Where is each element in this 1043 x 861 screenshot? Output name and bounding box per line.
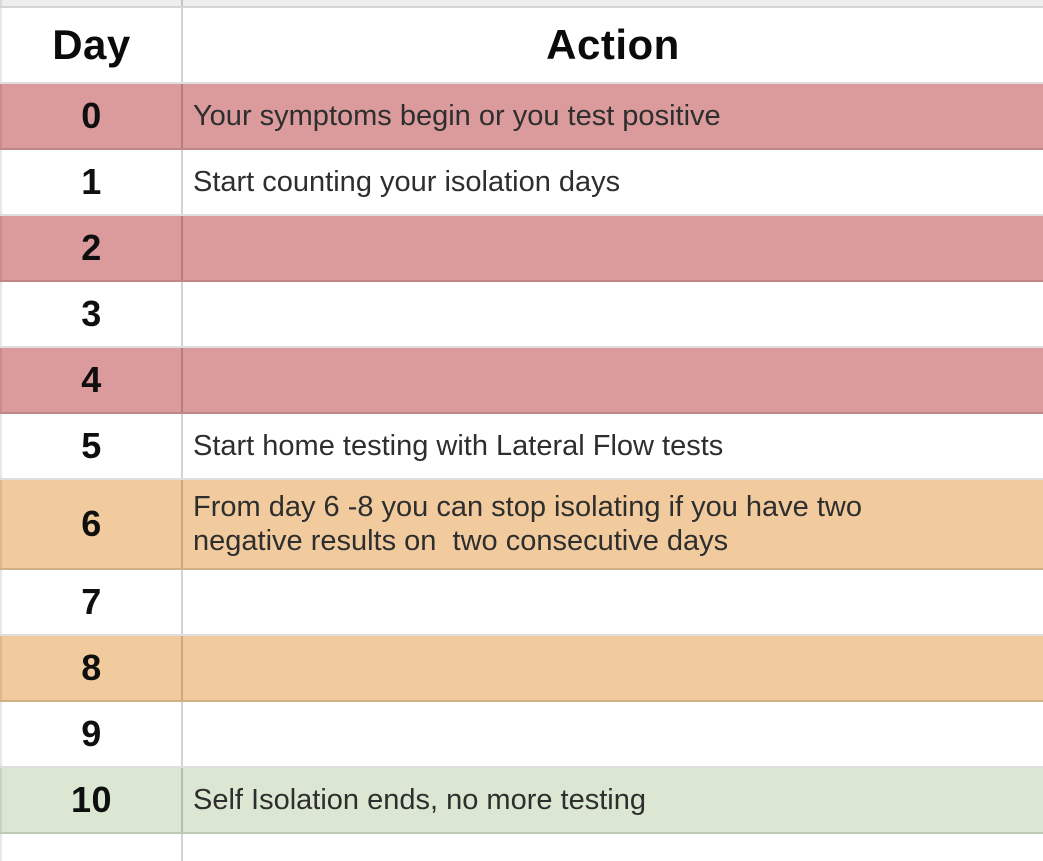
table-body: 0 Your symptoms begin or you test positi… xyxy=(0,84,1043,834)
table-row: 8 xyxy=(0,636,1043,702)
action-cell xyxy=(183,702,1043,766)
day-number: 2 xyxy=(81,227,102,268)
day-cell: 3 xyxy=(0,282,183,346)
action-cell xyxy=(183,216,1043,280)
action-text: From day 6 -8 you can stop isolating if … xyxy=(193,491,862,557)
day-number: 10 xyxy=(70,779,113,820)
day-number: 0 xyxy=(81,95,102,136)
table-row: 5 Start home testing with Lateral Flow t… xyxy=(0,414,1043,480)
day-column-header-label: Day xyxy=(52,21,131,68)
action-cell: Start counting your isolation days xyxy=(183,150,1043,214)
table-row: 6 From day 6 -8 you can stop isolating i… xyxy=(0,480,1043,570)
action-column-header: Action xyxy=(183,8,1043,82)
day-number: 5 xyxy=(81,425,102,466)
action-column-header-label: Action xyxy=(546,21,680,68)
action-cell xyxy=(183,282,1043,346)
day-cell: 8 xyxy=(0,636,183,700)
action-cell xyxy=(183,636,1043,700)
table-row: 7 xyxy=(0,570,1043,636)
day-cell: 2 xyxy=(0,216,183,280)
table-row: 4 xyxy=(0,348,1043,414)
action-cell: Start home testing with Lateral Flow tes… xyxy=(183,414,1043,478)
day-number: 8 xyxy=(81,647,102,688)
table-row: 10 Self Isolation ends, no more testing xyxy=(0,768,1043,834)
day-column-header: Day xyxy=(0,8,183,82)
day-number: 9 xyxy=(81,713,102,754)
clipped-action-cell xyxy=(183,0,1043,6)
action-cell xyxy=(183,348,1043,412)
day-number: 3 xyxy=(81,293,102,334)
day-cell: 0 xyxy=(0,84,183,148)
table-header-row: Day Action xyxy=(0,8,1043,84)
table-row: 0 Your symptoms begin or you test positi… xyxy=(0,84,1043,150)
day-cell: 6 xyxy=(0,480,183,568)
action-text: Self Isolation ends, no more testing xyxy=(193,784,646,816)
day-number: 1 xyxy=(81,161,102,202)
clipped-day-cell xyxy=(0,834,183,861)
clipped-day-cell xyxy=(0,0,183,6)
day-cell: 5 xyxy=(0,414,183,478)
action-text: Start counting your isolation days xyxy=(193,166,621,198)
clipped-row-below xyxy=(0,834,1043,861)
table-row: 2 xyxy=(0,216,1043,282)
day-cell: 7 xyxy=(0,570,183,634)
day-cell: 4 xyxy=(0,348,183,412)
day-number: 7 xyxy=(81,581,102,622)
day-cell: 1 xyxy=(0,150,183,214)
day-number: 4 xyxy=(81,359,102,400)
day-cell: 9 xyxy=(0,702,183,766)
action-text: Start home testing with Lateral Flow tes… xyxy=(193,430,724,462)
table-row: 1 Start counting your isolation days xyxy=(0,150,1043,216)
day-number: 6 xyxy=(81,503,102,544)
action-cell: Self Isolation ends, no more testing xyxy=(183,768,1043,832)
table-row: 3 xyxy=(0,282,1043,348)
day-cell: 10 xyxy=(0,768,183,832)
action-cell xyxy=(183,570,1043,634)
clipped-action-cell xyxy=(183,834,1043,861)
action-text: Your symptoms begin or you test positive xyxy=(193,100,721,132)
action-cell: From day 6 -8 you can stop isolating if … xyxy=(183,480,1043,568)
clipped-row-above xyxy=(0,0,1043,8)
table-row: 9 xyxy=(0,702,1043,768)
action-cell: Your symptoms begin or you test positive xyxy=(183,84,1043,148)
